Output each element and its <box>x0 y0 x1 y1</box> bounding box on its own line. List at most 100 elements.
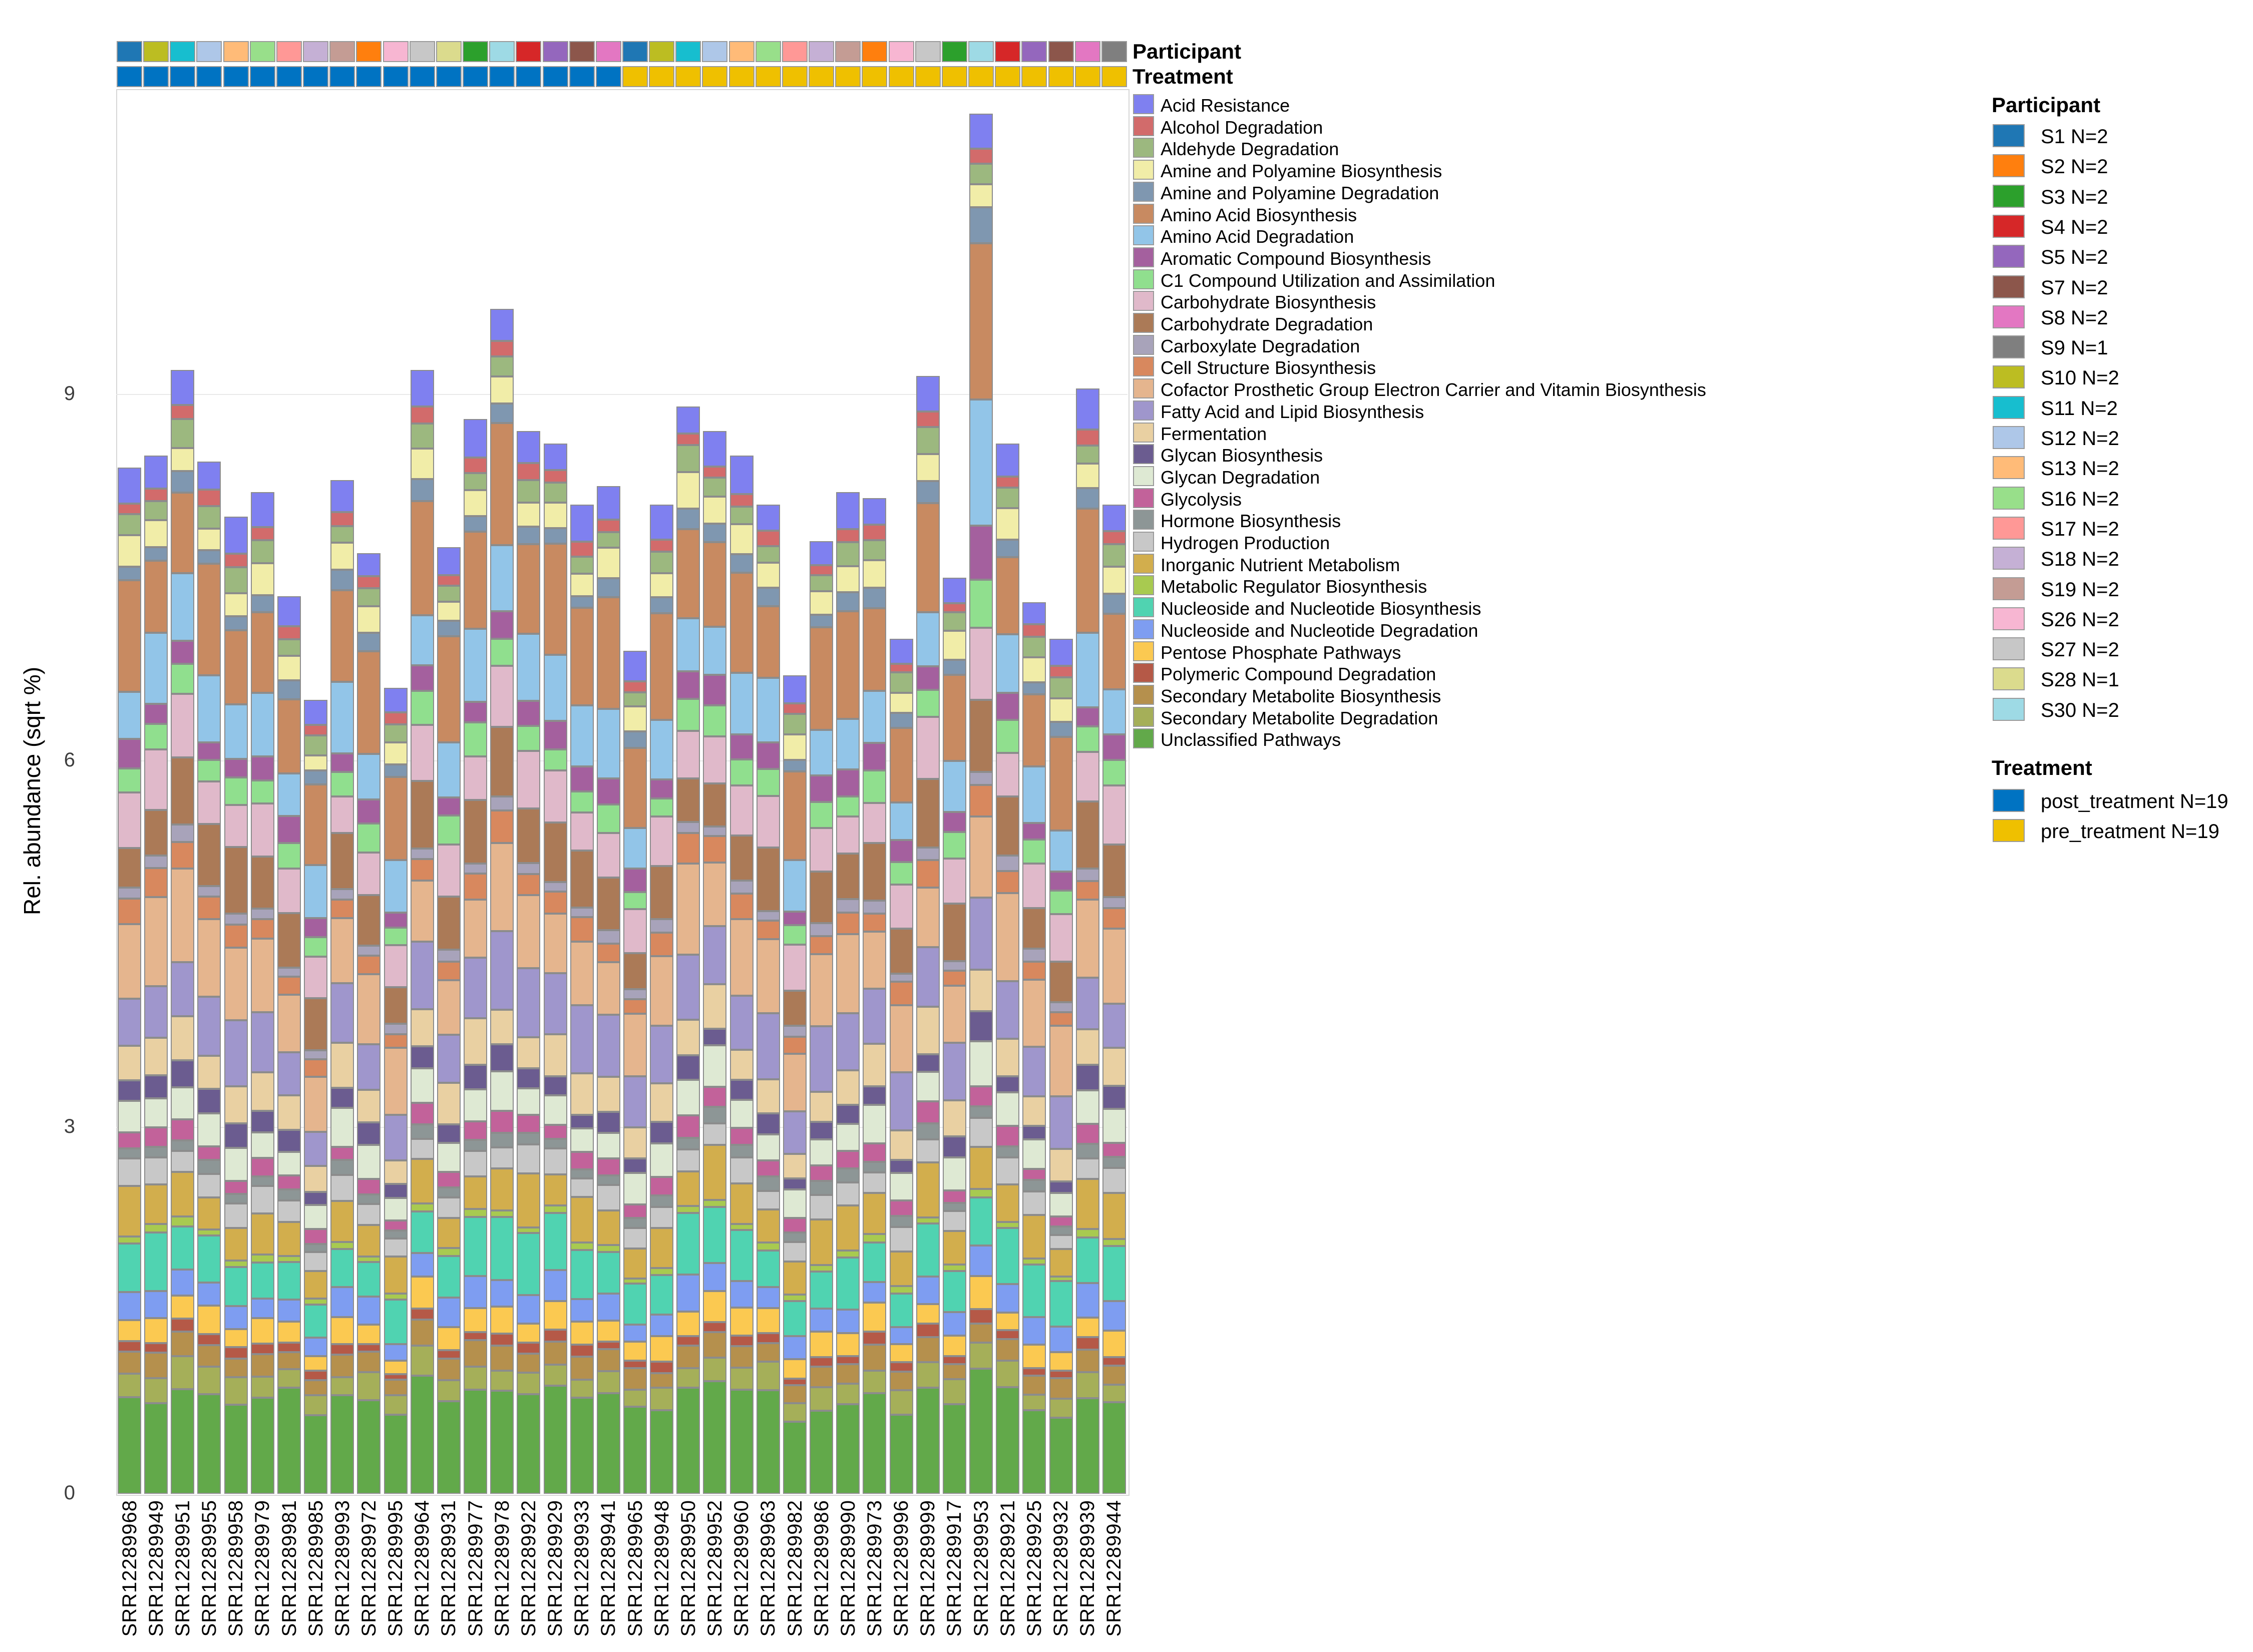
bar-segment <box>464 863 488 874</box>
bar-segment <box>863 742 887 770</box>
pathway-legend-swatch <box>1133 684 1154 705</box>
bar-segment <box>224 1086 248 1123</box>
x-tick-label-SRR12289949: SRR12289949 <box>145 1500 167 1637</box>
bar-segment <box>676 863 700 955</box>
bar-segment <box>729 1049 754 1080</box>
bar-segment <box>596 1077 620 1112</box>
bar-segment <box>756 1243 780 1251</box>
participant-annotation-cell <box>170 41 196 62</box>
bar-segment <box>836 1356 860 1364</box>
bar-segment <box>464 1089 488 1121</box>
bar-segment <box>437 815 461 845</box>
bar-segment <box>570 1128 594 1152</box>
bar-segment <box>756 1308 780 1334</box>
bar-segment <box>250 563 274 595</box>
bar-segment <box>810 775 834 802</box>
bar-segment <box>517 634 541 701</box>
bar-segment <box>836 611 860 719</box>
x-tick-label-SRR12289944: SRR12289944 <box>1103 1500 1125 1637</box>
bar-segment <box>277 1221 301 1257</box>
bar-segment <box>1075 388 1099 430</box>
bar-segment <box>171 1060 195 1088</box>
bar-segment <box>197 1229 221 1236</box>
bar-segment <box>171 962 195 1017</box>
bar-segment <box>863 1086 887 1105</box>
bar-segment <box>410 1009 434 1047</box>
bar-segment <box>969 1011 993 1042</box>
bar-segment <box>729 1223 754 1230</box>
pathway-legend-swatch <box>1133 291 1154 311</box>
participant-annotation-cell <box>809 41 835 62</box>
bar-segment <box>623 731 647 748</box>
bar-segment <box>543 822 567 883</box>
bar-segment <box>596 548 620 579</box>
bar-segment <box>889 1390 913 1415</box>
pathway-legend-label: Glycolysis <box>1161 489 1242 510</box>
participant-legend-label: S13 N=2 <box>2041 458 2119 480</box>
bar-segment <box>250 693 274 757</box>
bar-segment <box>517 1394 541 1494</box>
bar-segment <box>1102 1330 1126 1357</box>
pathway-legend-swatch <box>1133 116 1154 136</box>
bar-segment <box>517 751 541 808</box>
bar-segment <box>277 656 301 680</box>
bar-segment <box>570 791 594 813</box>
bar-segment <box>171 1296 195 1319</box>
bar-segment <box>1075 801 1099 869</box>
treatment-annotation-cell <box>675 66 701 87</box>
bar-segment <box>171 1087 195 1119</box>
bar-segment <box>676 1275 700 1312</box>
bar-segment <box>729 1389 754 1494</box>
bar-segment <box>464 1150 488 1177</box>
bar-segment <box>543 1174 567 1205</box>
bar-segment <box>437 1327 461 1350</box>
bar-segment <box>410 881 434 942</box>
stacked-bar-SRR12289939 <box>1075 388 1099 1494</box>
pathway-legend-label: Acid Resistance <box>1161 95 1290 116</box>
bar-segment <box>596 578 620 597</box>
bar-segment <box>810 1271 834 1309</box>
bar-segment <box>783 713 807 735</box>
bar-segment <box>224 630 248 705</box>
bar-segment <box>464 1018 488 1065</box>
pathway-legend-swatch <box>1133 225 1154 246</box>
bar-segment <box>1075 1158 1099 1179</box>
bar-segment <box>543 1205 567 1213</box>
pathway-legend-label: Metabolic Regulator Biosynthesis <box>1161 576 1427 597</box>
stacked-bar-SRR12289931 <box>437 547 461 1494</box>
bar-segment <box>197 1282 221 1306</box>
bar-segment <box>118 468 141 504</box>
pathway-legend-swatch <box>1133 203 1154 224</box>
bar-segment <box>942 1364 966 1379</box>
bar-segment <box>197 675 221 743</box>
bar-segment <box>836 1257 860 1310</box>
bar-segment <box>676 822 700 834</box>
bar-segment <box>783 1422 807 1494</box>
bar-segment <box>144 1291 168 1319</box>
pathway-legend-label: Alcohol Degradation <box>1161 117 1323 138</box>
treatment-annotation-cell <box>995 66 1021 87</box>
bar-segment <box>1075 446 1099 464</box>
bar-segment <box>676 954 700 1020</box>
bar-segment <box>916 1223 940 1277</box>
bar-segment <box>810 923 834 937</box>
bar-segment <box>171 405 195 419</box>
y-axis-title: Rel. abundance (sqrt %) <box>19 666 45 916</box>
bar-segment <box>171 1269 195 1296</box>
bar-segment <box>1022 908 1046 949</box>
bar-segment <box>729 880 754 894</box>
bar-segment <box>464 1209 488 1217</box>
bar-segment <box>437 547 461 576</box>
treatment-annotation-cell <box>1048 66 1074 87</box>
x-tick-label-SRR12289995: SRR12289995 <box>385 1500 407 1637</box>
bar-segment <box>836 1250 860 1258</box>
bar-segment <box>384 1257 408 1294</box>
bar-segment <box>357 1224 381 1257</box>
bar-segment <box>410 501 434 615</box>
bar-segment <box>996 476 1020 488</box>
bar-segment <box>942 578 966 604</box>
bar-segment <box>1075 868 1099 881</box>
bar-segment <box>703 863 727 926</box>
bar-segment <box>490 1147 514 1168</box>
bar-segment <box>942 1190 966 1203</box>
